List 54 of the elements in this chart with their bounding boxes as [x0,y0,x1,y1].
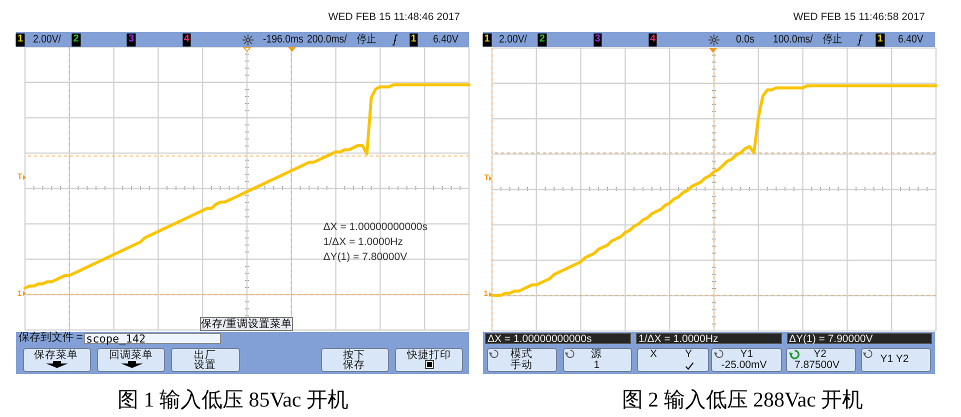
text: 100.0ms/ [772,33,813,46]
text: -25.00mV [721,358,767,370]
annotation: ΔY(1) = 7.80000V [323,250,408,262]
text: WED FEB 15 11:48:46 2017 [328,10,460,23]
text: Y2 [814,348,826,360]
text: 4 [182,33,191,46]
text: 6.40V [898,33,924,46]
annotation: 1/ΔX = 1.0000Hz [323,235,403,248]
text: 1 [484,289,488,298]
text: 停止 [356,33,376,45]
text: 源 [591,348,602,360]
text: 1 [876,33,884,46]
text: 7.87500V [794,358,840,370]
text: 停止 [822,33,842,46]
text: scope_142 [86,332,146,345]
text: 0.0s [736,33,754,46]
text: 1 [16,33,25,46]
text: WED FEB 15 11:46:58 2017 [793,10,925,23]
text: Y1 [740,348,754,360]
text: 快捷打印 [407,348,451,360]
text: 2 [538,33,546,46]
text: 6.40V [432,33,458,45]
annotation: ΔX = 1.00000000000s [323,220,428,232]
text: ΔY(1) = 7.90000V [789,332,873,344]
text: Y1 Y2 [880,352,909,365]
text: 设置 [194,358,216,370]
text: 1/ΔX = 1.0000Hz [638,332,718,344]
text: 图 2 输入低压 288Vac 开机 [622,388,864,412]
text: 图 1 输入低压 85Vac 开机 [118,388,348,412]
text: X [650,348,658,360]
text: -196.0ms [263,33,304,45]
text: ΔX = 1.00000000000s [488,332,592,344]
text: T [17,172,22,181]
text: 2.00V/ [33,33,61,45]
text: 2 [72,33,80,46]
text: 保存菜单 [34,348,78,360]
text: 出厂 [194,348,216,360]
text: T [484,173,490,182]
text: 3 [593,33,602,46]
text: 4 [648,33,658,46]
text: 1 [482,33,492,46]
text: 3 [127,33,136,46]
text: 保存 [343,358,365,370]
text: 200.0ms/ [306,33,346,45]
text: 1 [594,358,600,370]
text: 模式 [510,348,533,360]
text: Y [684,348,692,360]
text: 1 [17,288,22,298]
text: 手动 [510,358,533,370]
text: 1 [409,33,418,46]
text: 保存到文件 = [18,332,83,344]
text: 按下 [343,348,365,360]
text: 回调菜单 [109,348,153,360]
text: 2.00V/ [499,33,527,46]
